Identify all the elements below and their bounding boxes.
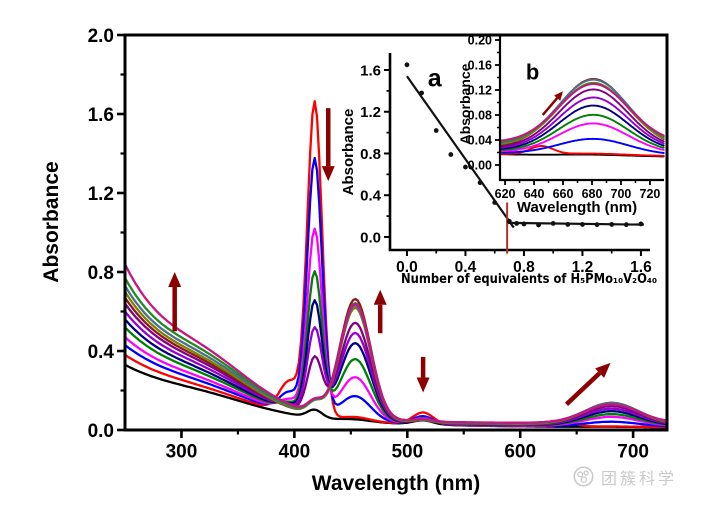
arrow-head — [168, 272, 182, 287]
y-tick-label: 0.12 — [468, 84, 492, 98]
y-tick-label: 1.6 — [360, 62, 381, 79]
data-point — [536, 222, 541, 228]
spectrum-curve-8 — [123, 296, 669, 426]
spectrum-curve-11 — [123, 276, 669, 425]
x-tick-label: 620 — [495, 187, 516, 201]
main-x-axis-title: Wavelength (nm) — [312, 472, 480, 495]
spectrum-curve-b1 — [500, 145, 665, 157]
data-point — [521, 221, 527, 227]
y-tick-label: 0.4 — [88, 342, 115, 363]
inset-b-plot: 620 640 660 680 700 720 0.00 0.04 0.08 0.12 0.16 0.… — [457, 34, 665, 216]
spectrum-curve-10 — [123, 284, 669, 425]
spectrum-curve-b2 — [500, 137, 665, 154]
x-tick-label: 700 — [611, 187, 632, 201]
y-tick-label: 1.2 — [360, 104, 381, 121]
inset-a-panel-label: a — [428, 64, 443, 92]
x-tick-label: 700 — [617, 441, 649, 462]
data-point — [419, 90, 424, 96]
inset-b-panel-label: b — [526, 59, 539, 84]
y-tick-label: 0.08 — [468, 109, 492, 123]
y-tick-label: 0.0 — [88, 421, 114, 442]
spectrum-curve-b7 — [500, 88, 665, 148]
arrow-head — [554, 91, 564, 101]
y-tick-label: 0.8 — [360, 146, 381, 163]
data-point — [433, 128, 439, 133]
y-tick-label: 1.2 — [88, 184, 114, 205]
inset-b-y-axis-title: Absorbance — [457, 63, 473, 144]
main-y-axis-title: Absorbance — [40, 161, 63, 282]
x-tick-label: 1.6 — [630, 259, 652, 276]
arrow-head — [321, 166, 335, 182]
y-tick-label: 0.04 — [468, 134, 492, 148]
cluster-logo-icon — [573, 466, 594, 487]
watermark-text: 团簇科学 — [601, 470, 678, 488]
x-tick-label: 600 — [504, 441, 536, 462]
data-point — [404, 62, 410, 68]
x-tick-label: 660 — [553, 187, 574, 201]
x-tick-label: 0.0 — [396, 259, 418, 276]
y-tick-label: 0.0 — [360, 229, 381, 246]
x-tick-label: 300 — [166, 441, 198, 462]
y-tick-label: 1.6 — [88, 105, 114, 126]
data-point — [638, 221, 644, 227]
inset-a-y-axis-title: Absorbance — [340, 109, 357, 196]
data-point — [492, 200, 498, 205]
y-tick-label: 0.8 — [88, 263, 114, 284]
spectrum-curve-b4 — [500, 113, 665, 151]
y-tick-label: 0.4 — [360, 188, 382, 205]
inset-b-x-axis-title: Wavelength (nm) — [517, 199, 637, 216]
spectrum-curve-b3 — [500, 122, 665, 153]
watermark: 团簇科学 — [571, 464, 677, 489]
x-tick-label: 720 — [640, 187, 661, 201]
y-tick-label: 0.20 — [468, 34, 492, 48]
data-point — [594, 222, 600, 228]
data-point — [550, 220, 556, 226]
arrow-shaft — [541, 97, 559, 116]
main-plot: 300 400 500 600 700 0.0 0.4 0.8 1.2 1.6 2.0 Wavelen… — [40, 26, 669, 495]
x-tick-label: 400 — [279, 441, 311, 462]
y-tick-label: 0.16 — [468, 59, 492, 73]
x-tick-label: 0.8 — [513, 259, 535, 276]
arrow-shaft — [564, 371, 602, 406]
data-point — [623, 222, 629, 228]
data-point — [609, 222, 615, 227]
data-point — [565, 222, 571, 227]
x-tick-label: 680 — [582, 187, 603, 201]
spectrum-curve-b6 — [500, 96, 665, 149]
y-tick-label: 0.00 — [468, 159, 492, 173]
spectrum-curve-12 — [123, 262, 669, 424]
data-point — [448, 152, 454, 157]
data-point — [477, 180, 483, 186]
x-tick-label: 500 — [391, 441, 423, 462]
data-point — [580, 222, 585, 227]
arrow-head — [416, 377, 430, 393]
spectrum-curve-9 — [123, 290, 669, 425]
x-tick-label: 640 — [524, 187, 545, 201]
y-tick-label: 2.0 — [88, 26, 114, 47]
x-tick-label: 0.4 — [455, 259, 477, 276]
inset-a-x-axis-title: Number of equivalents of H₅PMo₁₀V₂O₄₀ — [401, 272, 657, 287]
data-point — [463, 164, 468, 170]
data-point — [514, 220, 520, 226]
spectrum-curve-6 — [123, 310, 669, 426]
spectrum-curve-7 — [123, 302, 669, 426]
data-point — [506, 218, 512, 224]
spectrum-curve-b5 — [500, 104, 665, 150]
spectrum-curve-b12 — [500, 83, 665, 142]
fit-line-2 — [506, 221, 644, 226]
x-tick-label: 1.2 — [572, 259, 594, 276]
arrow-head — [595, 362, 611, 378]
arrow-head — [373, 289, 387, 305]
